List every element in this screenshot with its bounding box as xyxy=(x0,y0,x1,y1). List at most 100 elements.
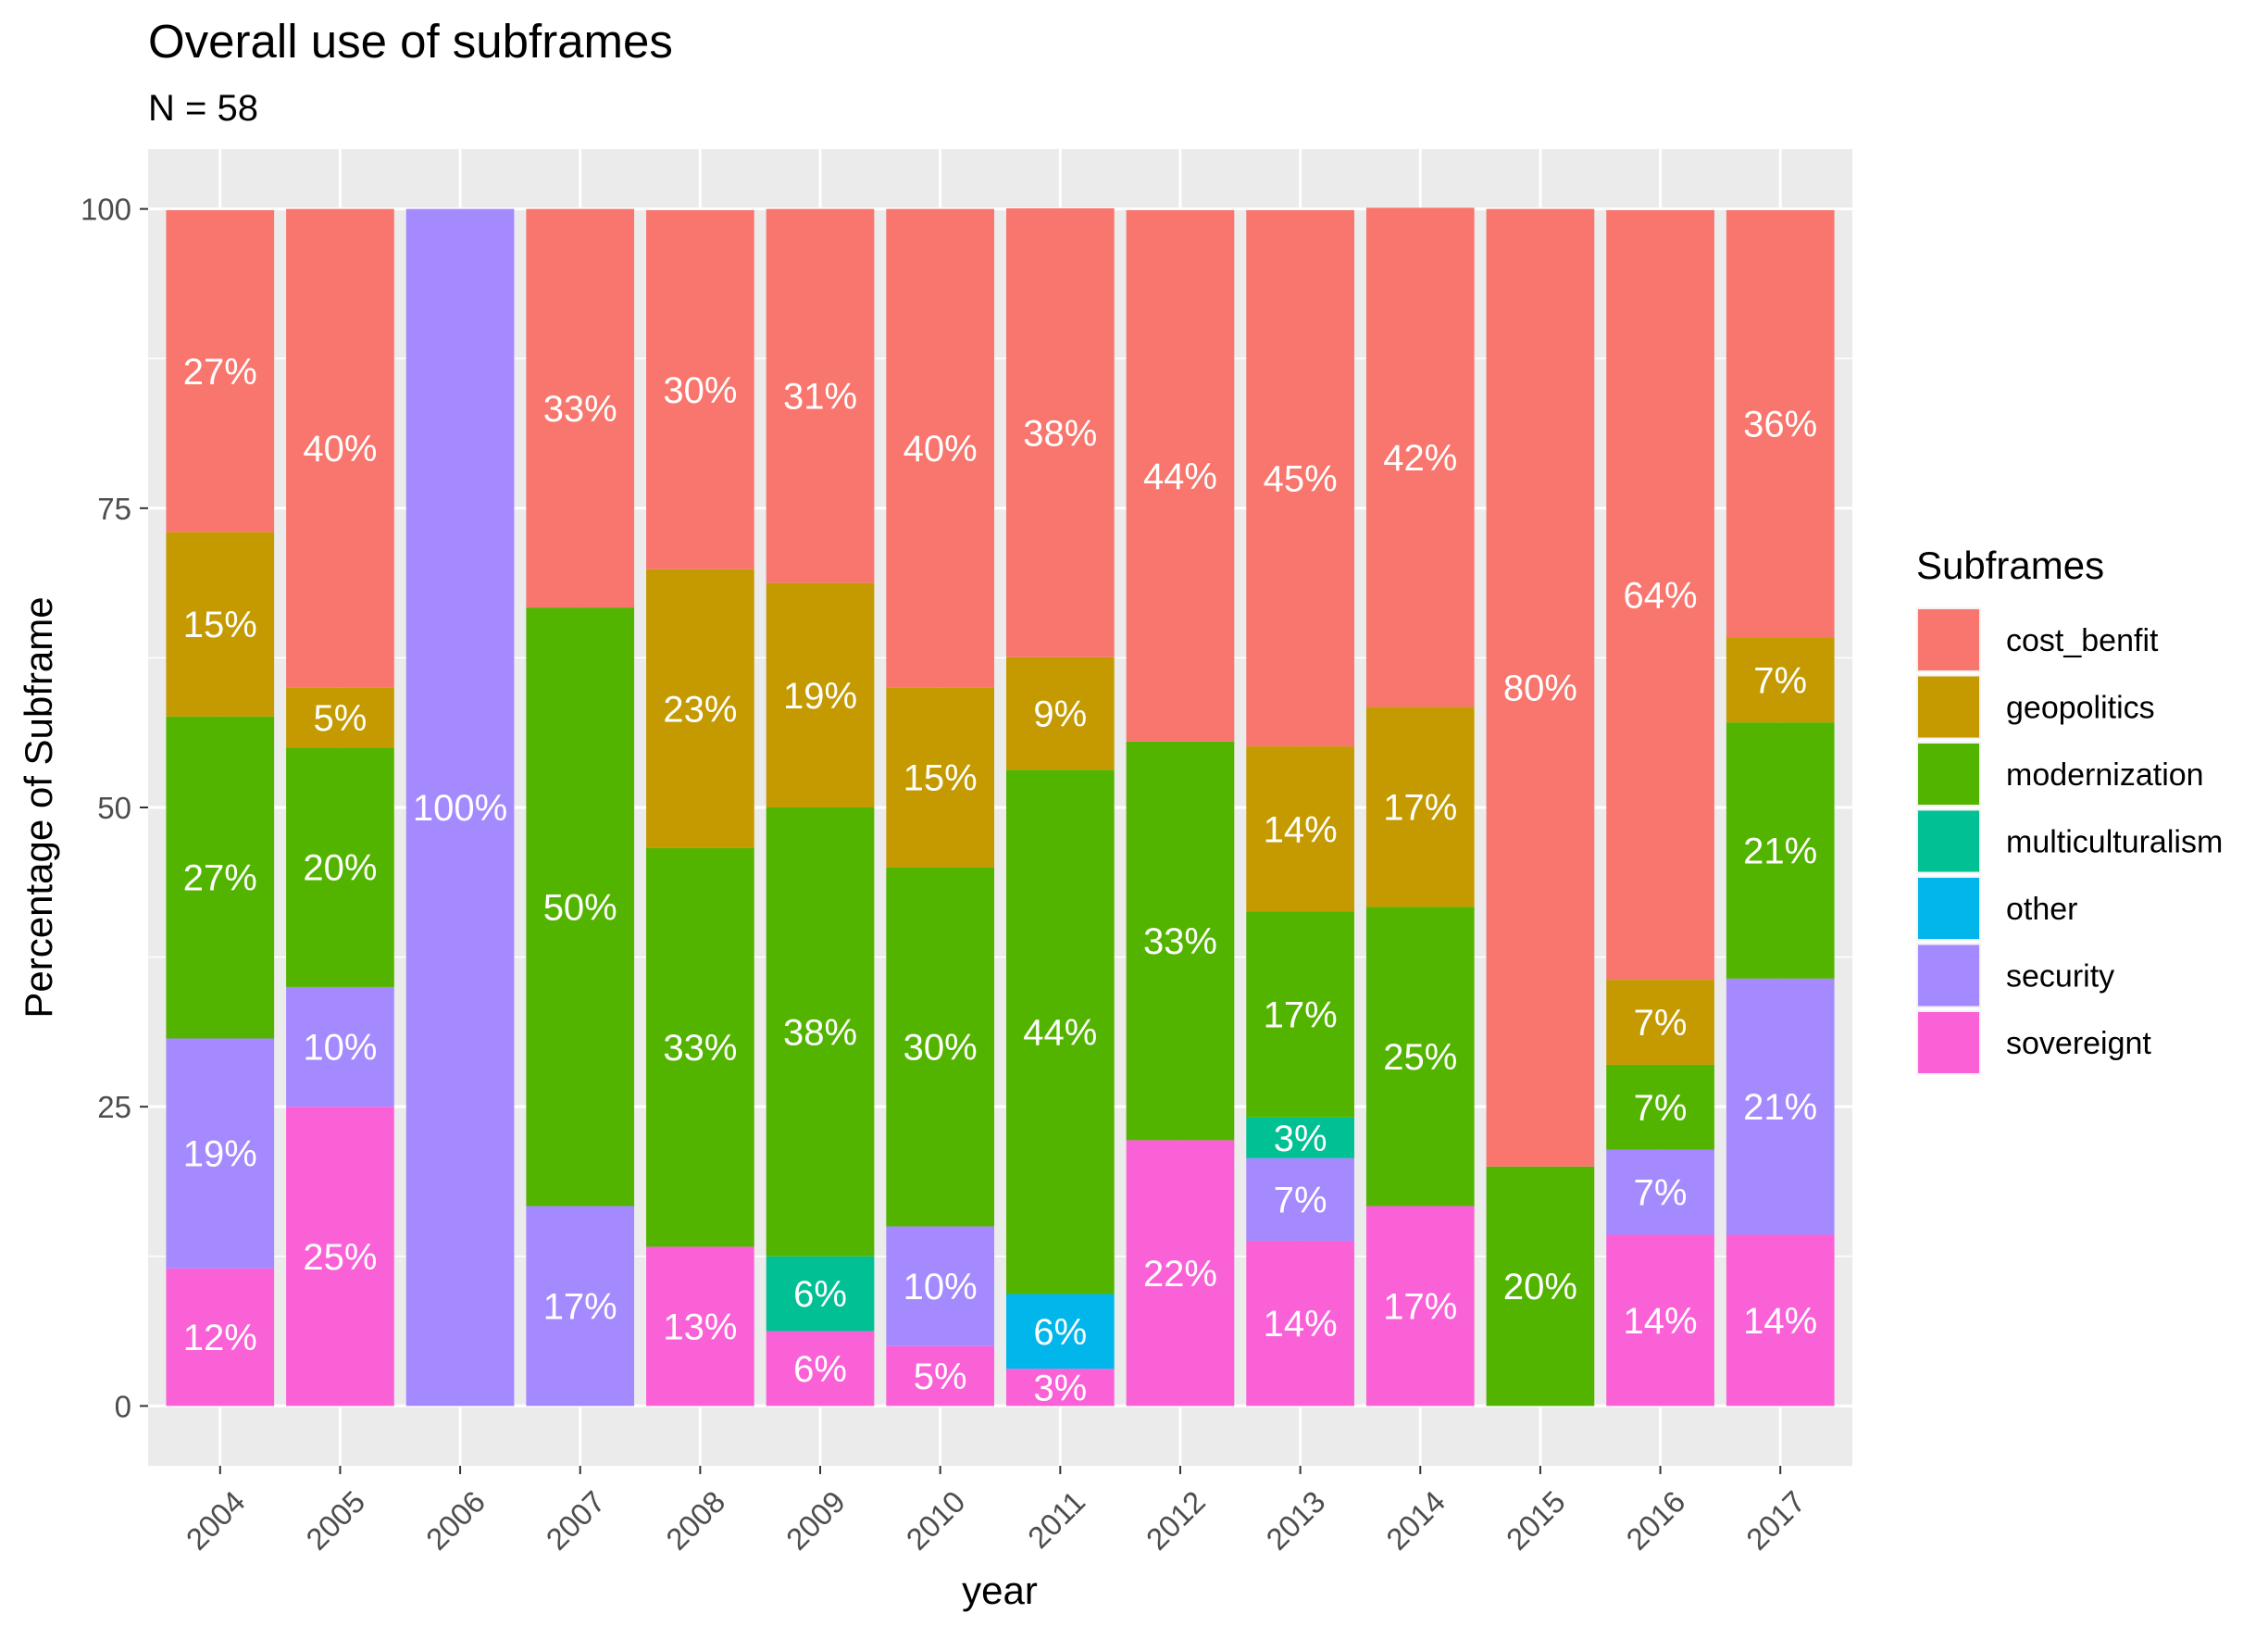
legend-title: Subframes xyxy=(1916,544,2104,587)
data-label-sovereignt-2016: 14% xyxy=(1624,1301,1698,1342)
x-tick-label: 2010 xyxy=(900,1484,972,1557)
bar-geopolitics-2004 xyxy=(166,532,275,717)
x-tick-label: 2012 xyxy=(1140,1484,1212,1557)
legend-label-security: security xyxy=(2006,959,2114,994)
bar-cost_benfit-2013 xyxy=(1246,209,1354,747)
data-label-geopolitics-2008: 23% xyxy=(663,689,737,730)
x-tick-label: 2016 xyxy=(1619,1484,1691,1557)
data-label-security-2005: 10% xyxy=(303,1028,377,1069)
bar-security-2006 xyxy=(405,208,515,1407)
chart-subtitle: N = 58 xyxy=(148,88,258,129)
bar-modernization-2015 xyxy=(1486,1166,1595,1407)
data-label-modernization-2015: 20% xyxy=(1503,1267,1577,1307)
data-label-modernization-2011: 44% xyxy=(1023,1012,1097,1053)
data-label-geopolitics-2009: 19% xyxy=(783,676,857,717)
y-tick-label: 75 xyxy=(97,492,131,526)
bar-geopolitics-2010 xyxy=(886,687,995,868)
x-tick-label: 2009 xyxy=(779,1484,852,1557)
bar-cost_benfit-2017 xyxy=(1726,209,1835,638)
bar-modernization-2014 xyxy=(1365,907,1475,1207)
bar-sovereignt-2013 xyxy=(1246,1240,1354,1407)
data-label-sovereignt-2011: 3% xyxy=(1033,1368,1087,1408)
data-label-security-2006: 100% xyxy=(413,788,507,829)
data-label-security-2013: 7% xyxy=(1274,1180,1327,1220)
data-label-modernization-2005: 20% xyxy=(303,848,377,889)
data-label-geopolitics-2004: 15% xyxy=(183,605,257,645)
data-label-security-2010: 10% xyxy=(903,1267,978,1307)
x-axis: 2004 2005 2006 2007 2008 2009 2010 2011 2012 2013… xyxy=(180,1466,1812,1557)
bar-geopolitics-2011 xyxy=(1005,657,1115,770)
x-tick-label: 2006 xyxy=(419,1484,492,1557)
bar-security-2013 xyxy=(1246,1157,1354,1241)
legend-swatch-security xyxy=(1918,944,1979,1007)
legend-label-multiculturalism: multiculturalism xyxy=(2006,825,2223,860)
bar-cost_benfit-2010 xyxy=(886,208,995,688)
bar-geopolitics-2009 xyxy=(766,582,875,807)
bar-security-2007 xyxy=(526,1206,635,1407)
data-label-geopolitics-2017: 7% xyxy=(1753,660,1807,701)
legend-swatch-multiculturalism xyxy=(1918,810,1979,872)
bar-modernization-2007 xyxy=(526,607,635,1207)
bar-modernization-2010 xyxy=(886,867,995,1227)
data-label-cost_benfit-2014: 42% xyxy=(1383,438,1457,479)
data-label-cost_benfit-2010: 40% xyxy=(903,429,978,469)
data-label-cost_benfit-2008: 30% xyxy=(663,370,737,411)
bar-modernization-2016 xyxy=(1606,1064,1714,1150)
x-tick-label: 2005 xyxy=(299,1484,371,1557)
bar-security-2010 xyxy=(886,1226,995,1346)
data-label-modernization-2014: 25% xyxy=(1383,1037,1457,1078)
bar-modernization-2011 xyxy=(1005,769,1115,1295)
data-label-security-2004: 19% xyxy=(183,1134,257,1175)
data-label-other-2011: 6% xyxy=(1033,1312,1087,1353)
data-label-cost_benfit-2005: 40% xyxy=(303,429,377,469)
y-axis: 0 25 50 75 100 xyxy=(81,193,148,1423)
bar-cost_benfit-2004 xyxy=(166,209,275,532)
bar-security-2017 xyxy=(1726,978,1835,1235)
bar-modernization-2012 xyxy=(1126,741,1235,1141)
data-label-sovereignt-2012: 22% xyxy=(1143,1254,1217,1295)
data-label-modernization-2012: 33% xyxy=(1143,921,1217,962)
data-label-sovereignt-2005: 25% xyxy=(303,1237,377,1278)
bar-sovereignt-2009 xyxy=(766,1331,875,1407)
bar-geopolitics-2013 xyxy=(1246,746,1354,912)
data-label-security-2007: 17% xyxy=(543,1286,617,1327)
bar-modernization-2005 xyxy=(286,747,394,987)
legend-label-geopolitics: geopolitics xyxy=(2006,691,2155,726)
legend-swatch-cost_benfit xyxy=(1918,609,1979,670)
data-label-security-2016: 7% xyxy=(1634,1173,1688,1214)
bar-multiculturalism-2009 xyxy=(766,1256,875,1332)
bar-security-2005 xyxy=(286,986,394,1107)
x-tick-label: 2014 xyxy=(1379,1484,1452,1557)
data-label-modernization-2008: 33% xyxy=(663,1028,737,1069)
data-label-sovereignt-2013: 14% xyxy=(1264,1304,1338,1345)
legend-swatch-modernization xyxy=(1918,744,1979,805)
data-label-cost_benfit-2004: 27% xyxy=(183,352,257,393)
data-label-cost_benfit-2015: 80% xyxy=(1503,669,1577,709)
bar-modernization-2004 xyxy=(166,716,275,1039)
bar-cost_benfit-2016 xyxy=(1606,209,1714,981)
bar-cost_benfit-2011 xyxy=(1005,207,1115,657)
data-label-sovereignt-2014: 17% xyxy=(1383,1286,1457,1327)
data-label-sovereignt-2008: 13% xyxy=(663,1307,737,1347)
bar-modernization-2013 xyxy=(1246,911,1354,1118)
legend-swatch-other xyxy=(1918,878,1979,939)
data-label-cost_benfit-2012: 44% xyxy=(1143,457,1217,497)
data-label-multiculturalism-2009: 6% xyxy=(793,1274,847,1315)
legend-label-cost_benfit: cost_benfit xyxy=(2006,623,2159,658)
bar-cost_benfit-2015 xyxy=(1486,208,1595,1167)
data-label-sovereignt-2004: 12% xyxy=(183,1318,257,1358)
bar-security-2004 xyxy=(166,1038,275,1269)
x-tick-label: 2017 xyxy=(1739,1484,1812,1557)
data-label-geopolitics-2005: 5% xyxy=(314,698,368,739)
data-label-modernization-2007: 50% xyxy=(543,887,617,928)
bar-geopolitics-2017 xyxy=(1726,637,1835,723)
data-label-geopolitics-2011: 9% xyxy=(1033,694,1087,735)
bar-sovereignt-2017 xyxy=(1726,1234,1835,1407)
bar-modernization-2009 xyxy=(766,807,875,1257)
bar-geopolitics-2008 xyxy=(646,569,754,848)
bar-sovereignt-2012 xyxy=(1126,1140,1235,1407)
data-label-sovereignt-2010: 5% xyxy=(914,1357,967,1397)
legend-label-sovereignt: sovereignt xyxy=(2006,1026,2151,1061)
bar-modernization-2008 xyxy=(646,847,754,1247)
bar-geopolitics-2014 xyxy=(1365,707,1475,907)
